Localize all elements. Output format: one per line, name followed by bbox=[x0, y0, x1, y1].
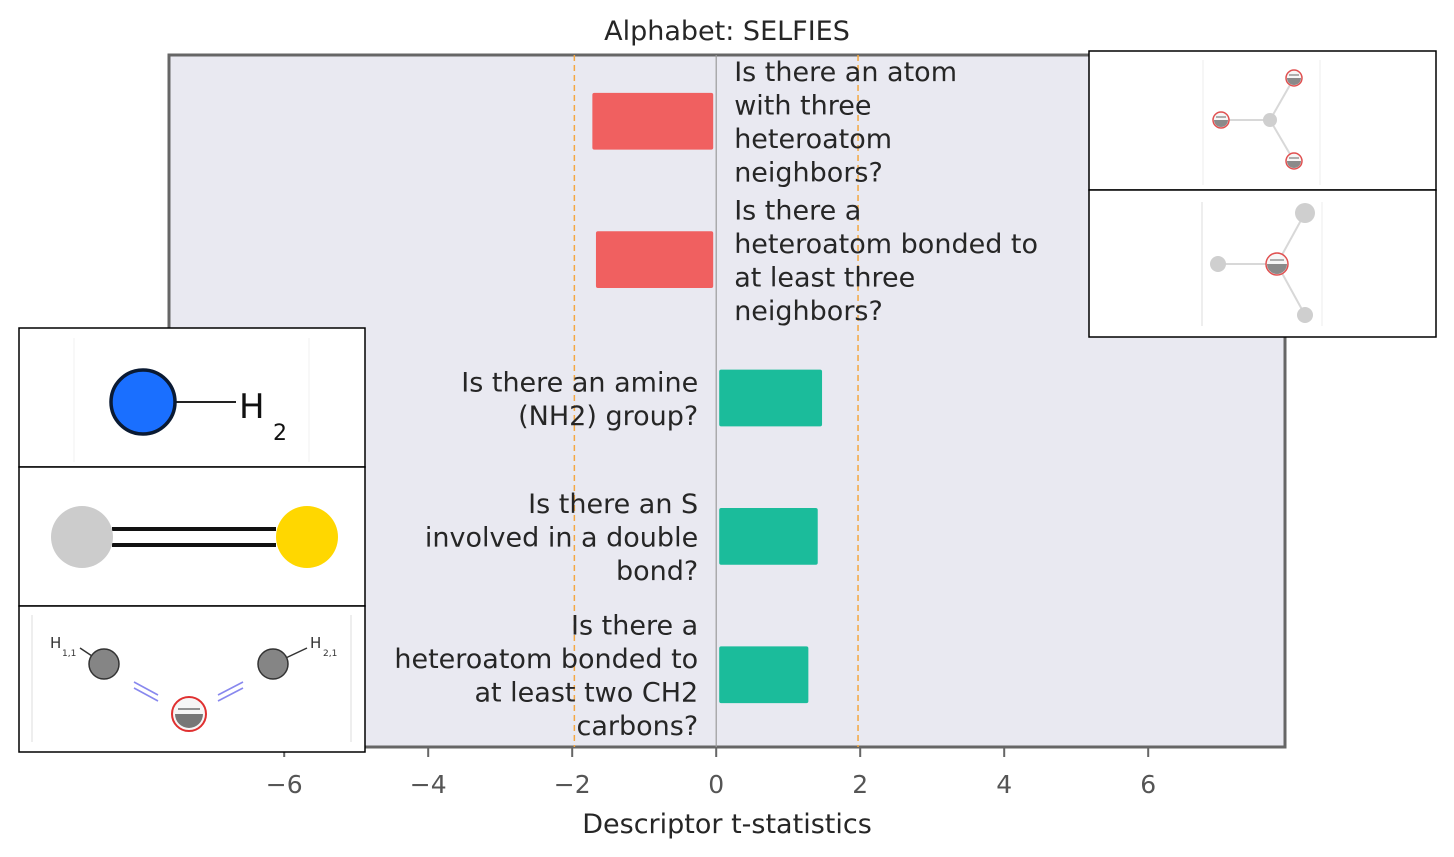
x-tick-label: −2 bbox=[554, 770, 591, 799]
bar bbox=[719, 369, 823, 427]
x-axis-title: Descriptor t-statistics bbox=[582, 809, 872, 840]
x-tick-label: 4 bbox=[996, 770, 1012, 799]
bar bbox=[592, 92, 714, 150]
molecule-panel-heteroatom-neighbors bbox=[1088, 50, 1437, 191]
bar-label: carbons? bbox=[577, 711, 699, 742]
molecule-panel-heteroatom-three-neighbors bbox=[1088, 189, 1437, 338]
bar-label: Is there an atom bbox=[734, 57, 957, 88]
svg-text:2: 2 bbox=[273, 421, 287, 446]
bar-label: heteroatom bonded to bbox=[734, 229, 1038, 260]
x-tick-label: −6 bbox=[266, 770, 303, 799]
bar bbox=[719, 646, 809, 704]
x-tick-label: 2 bbox=[852, 770, 868, 799]
x-tick-label: 6 bbox=[1140, 770, 1156, 799]
molecule-panel-ch2: H 1,1 H 2,1 bbox=[18, 605, 366, 753]
nitrogen-atom bbox=[109, 368, 177, 436]
bar-label: at least two CH2 bbox=[474, 678, 698, 709]
chart-title: Alphabet: SELFIES bbox=[604, 16, 850, 47]
sulfur-atom bbox=[276, 506, 338, 568]
heteroatom-marker bbox=[1212, 111, 1230, 129]
heteroatom-marker bbox=[1285, 69, 1303, 87]
carbon-atom bbox=[51, 506, 113, 568]
bar-label: neighbors? bbox=[734, 157, 883, 188]
svg-text:2,1: 2,1 bbox=[323, 649, 337, 659]
x-axis: −6 −4 −2 0 2 4 6 bbox=[266, 747, 1156, 799]
bar-label: Is there an amine bbox=[461, 367, 698, 398]
heteroatom-marker bbox=[1285, 152, 1303, 170]
svg-text:H: H bbox=[50, 634, 61, 652]
bar-label: Is there a bbox=[571, 611, 698, 642]
bar-label: with three bbox=[734, 90, 871, 121]
bar-label: (NH2) group? bbox=[518, 401, 698, 432]
bar-label: heteroatom bonded to bbox=[394, 644, 698, 675]
bar-label: at least three bbox=[734, 262, 915, 293]
heteroatom-marker bbox=[171, 696, 207, 732]
molecule-panel-thione bbox=[18, 466, 366, 607]
bars bbox=[592, 92, 823, 704]
bar bbox=[719, 508, 818, 565]
bar-label: involved in a double bbox=[425, 522, 698, 553]
x-tick-label: −4 bbox=[410, 770, 447, 799]
svg-text:1,1: 1,1 bbox=[62, 649, 76, 659]
bar bbox=[595, 231, 714, 288]
svg-text:H: H bbox=[239, 387, 265, 427]
bar-label: neighbors? bbox=[734, 296, 883, 327]
bar-label: Is there an S bbox=[528, 489, 698, 520]
x-tick-label: 0 bbox=[708, 770, 724, 799]
molecule-panel-amine: H 2 bbox=[18, 327, 366, 468]
bar-label: Is there a bbox=[734, 195, 861, 226]
heteroatom-marker bbox=[1265, 252, 1289, 276]
bar-label: bond? bbox=[616, 556, 698, 587]
svg-text:H: H bbox=[310, 634, 321, 652]
bar-label: heteroatom bbox=[734, 124, 892, 155]
